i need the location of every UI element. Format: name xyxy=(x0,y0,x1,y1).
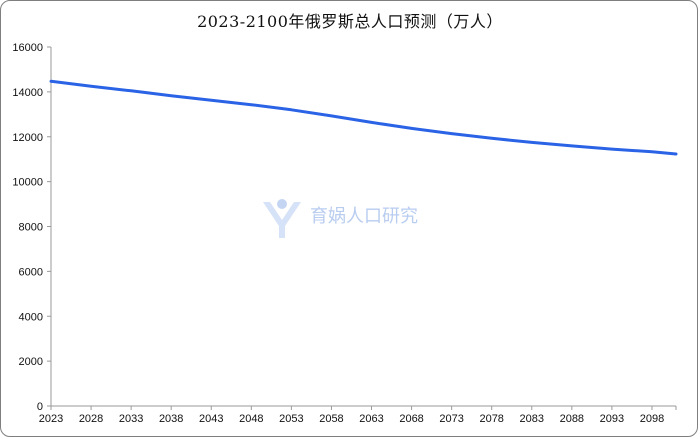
x-tick-label: 2083 xyxy=(520,413,544,425)
x-tick-label: 2048 xyxy=(239,413,263,425)
x-tick-label: 2093 xyxy=(600,413,624,425)
y-tick-label: 16000 xyxy=(12,42,43,54)
x-tick-label: 2043 xyxy=(199,413,223,425)
x-tick-label: 2033 xyxy=(119,413,143,425)
y-tick-label: 14000 xyxy=(12,87,43,99)
x-tick-label: 2073 xyxy=(439,413,463,425)
x-tick-label: 2088 xyxy=(560,413,584,425)
y-tick-label: 8000 xyxy=(19,222,43,234)
x-tick-label: 2028 xyxy=(79,413,103,425)
y-tick-label: 4000 xyxy=(19,311,43,323)
y-tick-label: 12000 xyxy=(12,132,43,144)
y-tick-label: 0 xyxy=(37,401,43,413)
x-axis-ticks: 2023 2028 2033 2038 2043 2048 2053 2058 2063 2068… xyxy=(39,406,677,425)
watermark: 育娲人口研究 xyxy=(263,199,418,238)
x-tick-label: 2038 xyxy=(159,413,183,425)
x-tick-label: 2063 xyxy=(359,413,383,425)
x-tick-label: 2023 xyxy=(39,413,63,425)
x-tick-label: 2098 xyxy=(640,413,664,425)
watermark-text: 育娲人口研究 xyxy=(310,206,418,227)
y-axis-ticks: 0 2000 4000 6000 8000 10000 12000 14000 16000 xyxy=(12,42,51,413)
x-tick-label: 2053 xyxy=(279,413,303,425)
chart-title: 2023-2100年俄罗斯总人口预测（万人） xyxy=(197,12,503,31)
series-group xyxy=(49,79,678,156)
y-tick-label: 6000 xyxy=(19,266,43,278)
y-tick-label: 2000 xyxy=(19,356,43,368)
person-logo-icon xyxy=(263,199,301,238)
population-series-line xyxy=(49,79,678,156)
x-tick-label: 2078 xyxy=(479,413,503,425)
x-tick-label: 2058 xyxy=(319,413,343,425)
y-tick-label: 10000 xyxy=(12,177,43,189)
x-tick-label: 2068 xyxy=(399,413,423,425)
